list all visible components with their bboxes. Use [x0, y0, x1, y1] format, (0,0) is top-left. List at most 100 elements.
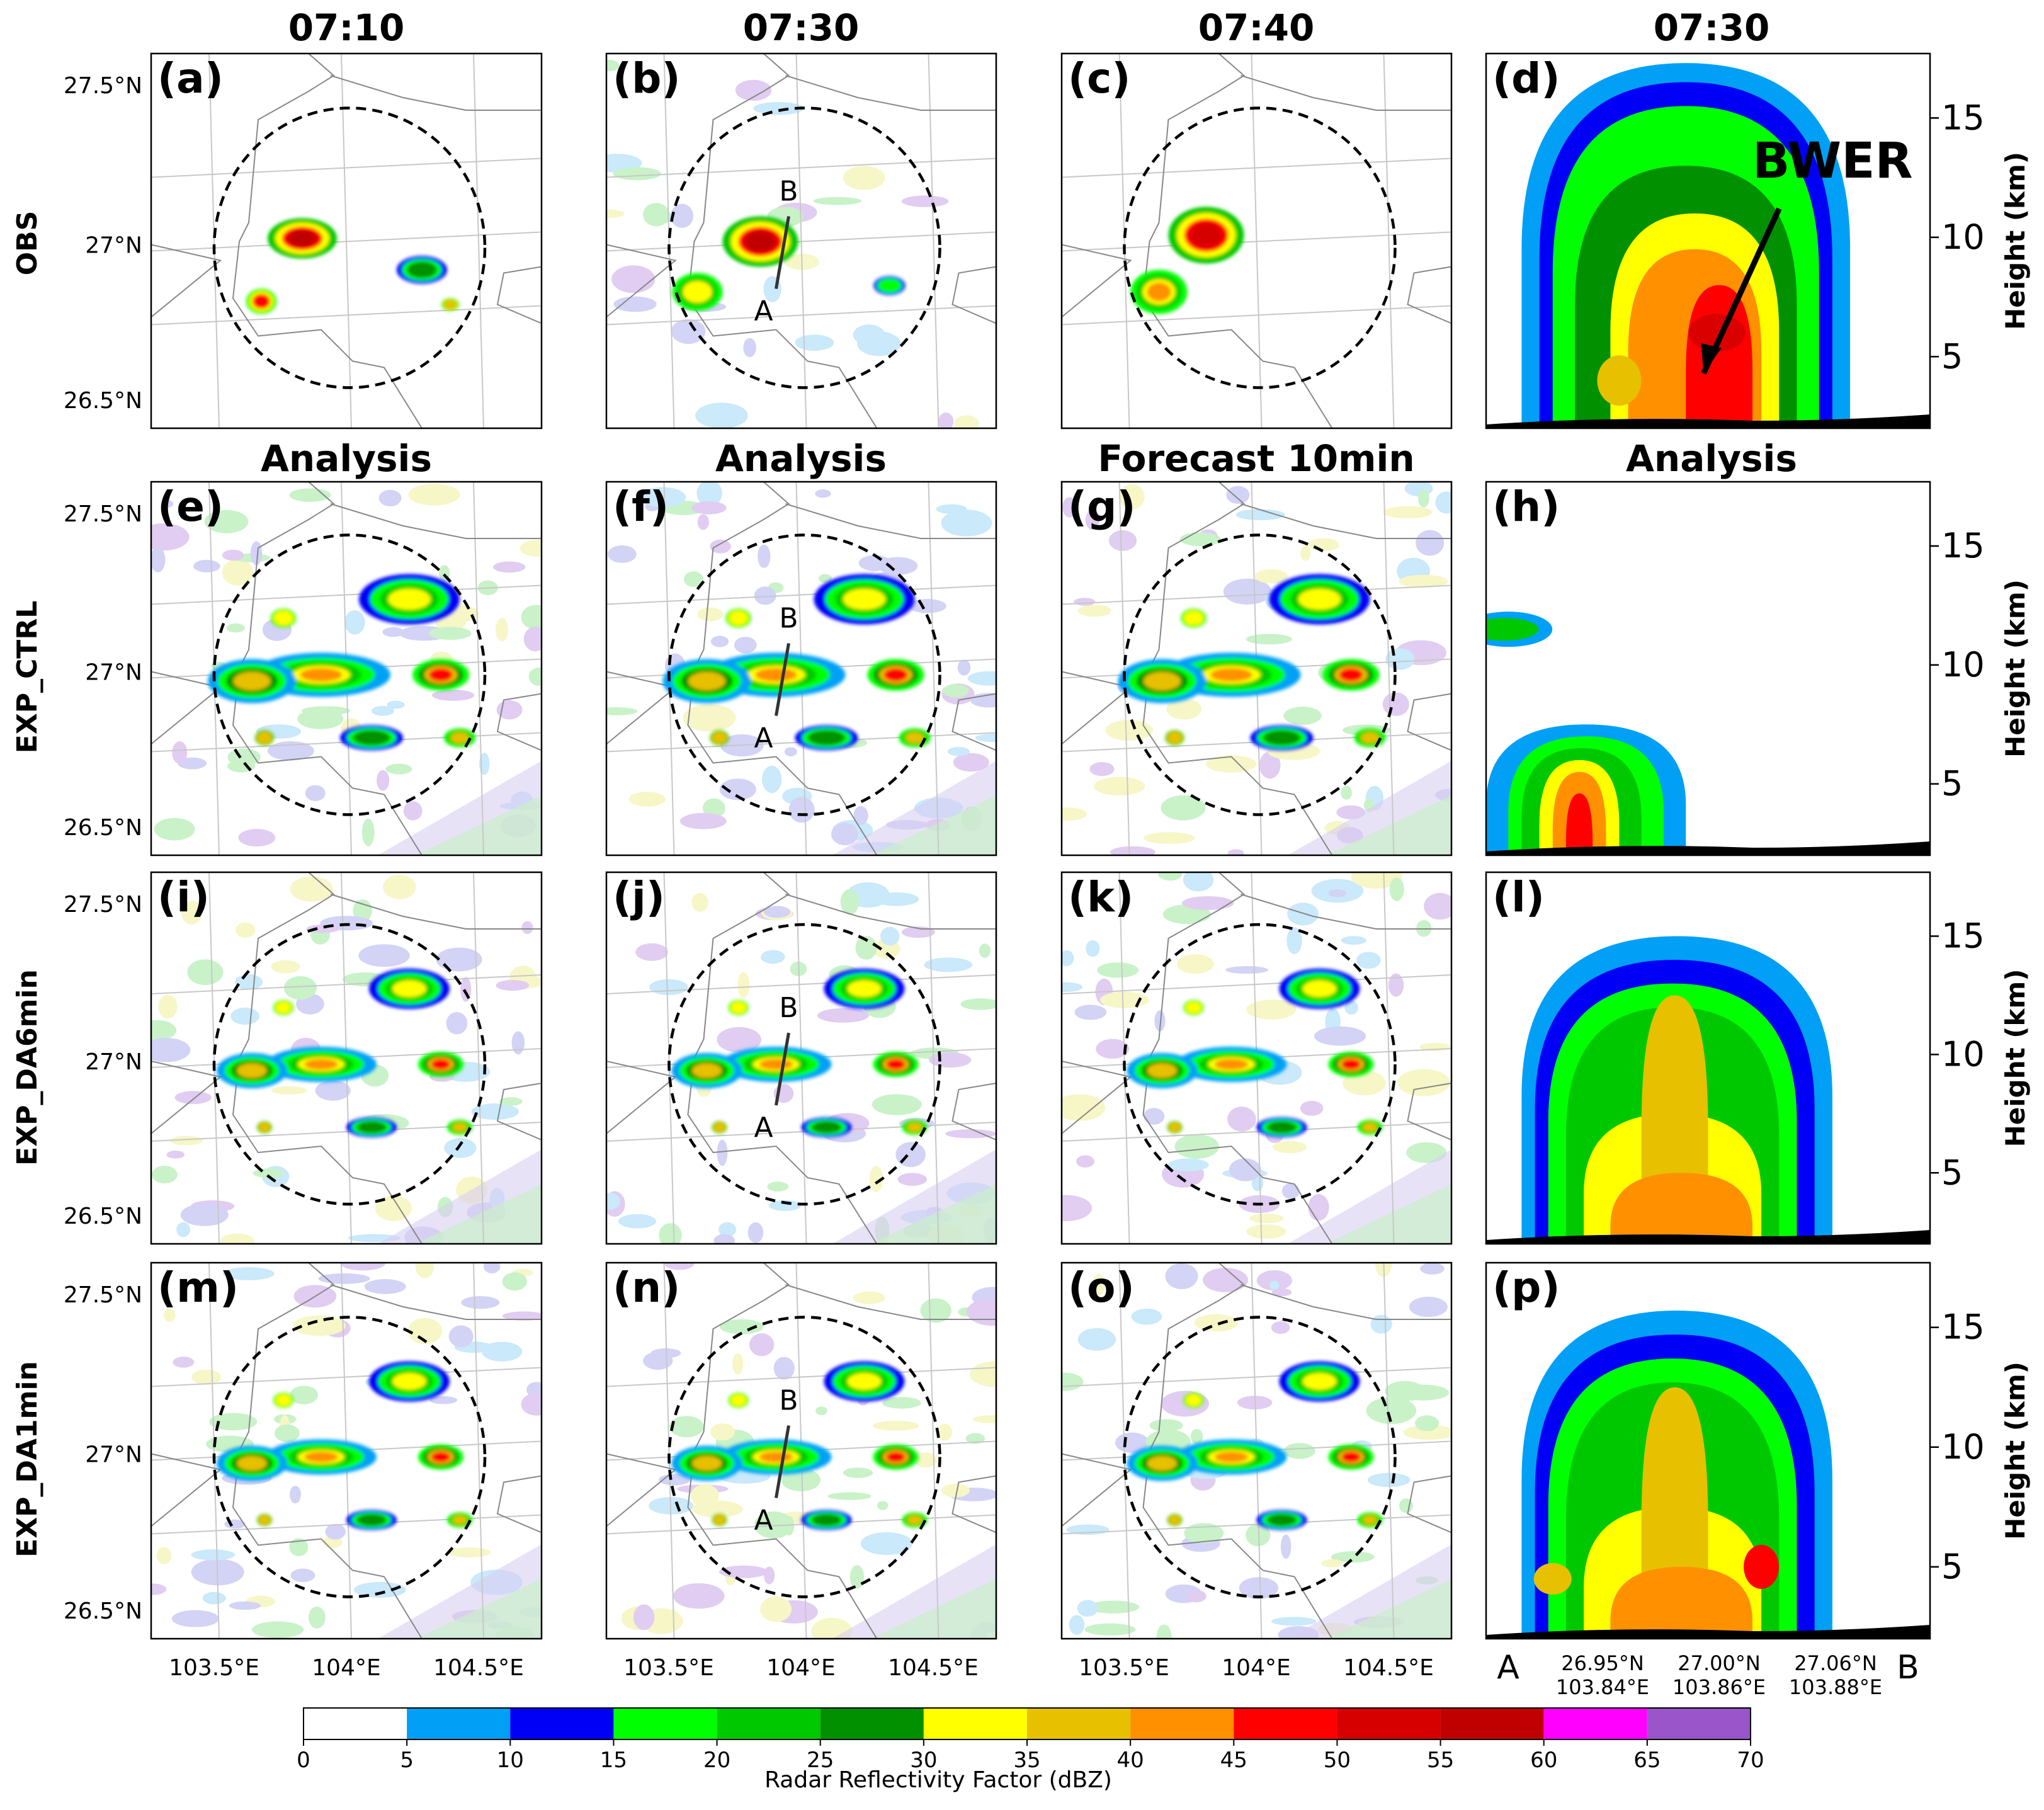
bwer-label: BWER: [1752, 133, 1913, 190]
line-label-a: A: [754, 295, 773, 327]
lon-tick-1-col2: 103.5°E: [623, 1655, 714, 1681]
colorbar-tick-label: 20: [703, 1748, 730, 1773]
lon-tick-2-col1: 104°E: [312, 1655, 380, 1681]
section-xtick-3-lat: 27.06°N: [1794, 1651, 1877, 1675]
reflectivity-contour: [1565, 793, 1593, 855]
panel-label: (h): [1492, 482, 1560, 531]
core: [1744, 1544, 1780, 1589]
colorbar-swatch: [1647, 1708, 1751, 1739]
panel-label: (d): [1492, 54, 1560, 103]
lat-tick: 27.5°N: [64, 892, 142, 918]
row-label-obs: OBS: [11, 211, 43, 276]
storm-cells: [208, 574, 475, 751]
lat-tick: 27.5°N: [64, 501, 142, 527]
colorbar-tick-label: 10: [497, 1748, 524, 1773]
colorbar-swatch: [1234, 1708, 1337, 1739]
map-frame: [1060, 481, 1453, 857]
col-title-obs-2: 07:30: [743, 6, 860, 49]
storm-cells: [1127, 969, 1383, 1137]
reflectivity-contour: [1686, 285, 1752, 428]
colorbar-tick-label: 0: [297, 1748, 310, 1773]
section-xtick-3-lon: 103.88°E: [1789, 1675, 1882, 1699]
ytick-label: 10: [1941, 645, 1985, 685]
map-frame: [605, 871, 997, 1245]
panel-label: (k): [1068, 873, 1133, 921]
reflectivity-contour: [1610, 1173, 1752, 1244]
colorbar-swatch: [510, 1708, 614, 1739]
section-ylabel: Height (km): [2000, 152, 2031, 330]
map-panel-o: (o): [1060, 1261, 1453, 1640]
map-frame: [605, 52, 997, 430]
lat-tick: 26.5°N: [64, 815, 142, 841]
radar-range-circle: [212, 106, 487, 389]
ytick-label: 10: [1941, 1034, 1985, 1074]
lat-tick: 27°N: [85, 1049, 142, 1075]
map-frame: [1060, 52, 1453, 430]
colorbar-tick-label: 40: [1117, 1748, 1144, 1773]
storm-cells: [672, 216, 906, 311]
col-title-exp-3: Forecast 10min: [1098, 437, 1414, 480]
col-title-obs-1: 07:10: [288, 6, 405, 49]
radar-range-circle: [667, 1316, 941, 1598]
cross-section-line: [775, 1425, 790, 1498]
section-xtick-1-lat: 26.95°N: [1561, 1651, 1644, 1675]
map-panel-c: (c): [1060, 52, 1453, 430]
core: [1688, 314, 1746, 352]
ytick-label: 10: [1941, 1427, 1985, 1467]
col-title-exp-2: Analysis: [715, 437, 887, 480]
ytick-label: 15: [1941, 526, 1985, 566]
map-frame: [1060, 871, 1453, 1245]
row-label-ctrl: EXP_CTRL: [11, 601, 43, 753]
ytick-label: 5: [1941, 336, 1963, 376]
line-label-b: B: [779, 176, 798, 208]
line-label-b: B: [779, 992, 798, 1024]
storm-cells: [217, 969, 472, 1137]
panel-label: (l): [1492, 873, 1545, 921]
col-title-exp-4: Analysis: [1626, 437, 1797, 480]
colorbar-swatch: [1337, 1708, 1441, 1739]
storm-cells: [1127, 1361, 1383, 1530]
map-panel-m: (m) 27.5°N 27°N 26.5°N: [64, 1261, 543, 1640]
lat-tick: 27°N: [85, 1442, 142, 1468]
colorbar: 0 5 10 15 20 25 30 35 40 45 50 55 60 65 70: [297, 1707, 1764, 1773]
panel-label: (a): [157, 54, 224, 103]
line-label-a: A: [754, 1505, 773, 1537]
colorbar-tick-label: 70: [1737, 1748, 1764, 1773]
colorbar-tick-label: 35: [1013, 1748, 1040, 1773]
terrain: [1486, 841, 1930, 855]
panel-label: (g): [1068, 482, 1136, 531]
lon-tick-3-col1: 104.5°E: [433, 1655, 524, 1681]
storm-cells: [217, 1361, 472, 1530]
panel-label: (f): [613, 482, 669, 531]
anvil-core: [1486, 618, 1539, 641]
panel-label: (i): [157, 873, 210, 921]
panel-label: (c): [1068, 54, 1130, 103]
colorbar-tick-label: 25: [807, 1748, 834, 1773]
section-xtick-2-lon: 103.86°E: [1672, 1675, 1766, 1699]
col-title-obs-4: 07:30: [1654, 6, 1770, 49]
colorbar-tick-label: 65: [1633, 1748, 1661, 1773]
colorbar-tick-label: 5: [400, 1748, 414, 1773]
terrain: [1486, 1230, 1930, 1244]
colorbar-swatch: [1130, 1708, 1234, 1739]
section-xtick-1-lon: 103.84°E: [1556, 1675, 1649, 1699]
map-frame: [150, 871, 543, 1245]
section-end-label: B: [1897, 1649, 1919, 1687]
ytick-label: 15: [1941, 98, 1985, 137]
colorbar-swatch: [613, 1708, 717, 1739]
section-frame: [1485, 52, 1931, 430]
section-xtick-2-lat: 27.00°N: [1678, 1651, 1761, 1675]
colorbar-swatch: [1440, 1708, 1544, 1739]
lat-tick: 26.5°N: [64, 1598, 142, 1624]
bwer-arrow: [1701, 207, 1782, 375]
lon-tick-3-col2: 104.5°E: [888, 1655, 979, 1681]
panel-label: (m): [157, 1263, 239, 1312]
panel-label: (b): [613, 54, 681, 103]
colorbar-swatch: [923, 1708, 1027, 1739]
panels: (a) 27.5°N 27°N 26.5°N B A (b) (c) BWER (d) 5 10 15 H…: [64, 52, 2031, 1640]
radar-range-circle: [1123, 923, 1397, 1206]
radar-range-circle: [212, 1316, 487, 1598]
col-title-exp-1: Analysis: [261, 437, 432, 480]
section-frame: [1485, 1261, 1931, 1640]
colorbar-tick-label: 45: [1220, 1748, 1247, 1773]
